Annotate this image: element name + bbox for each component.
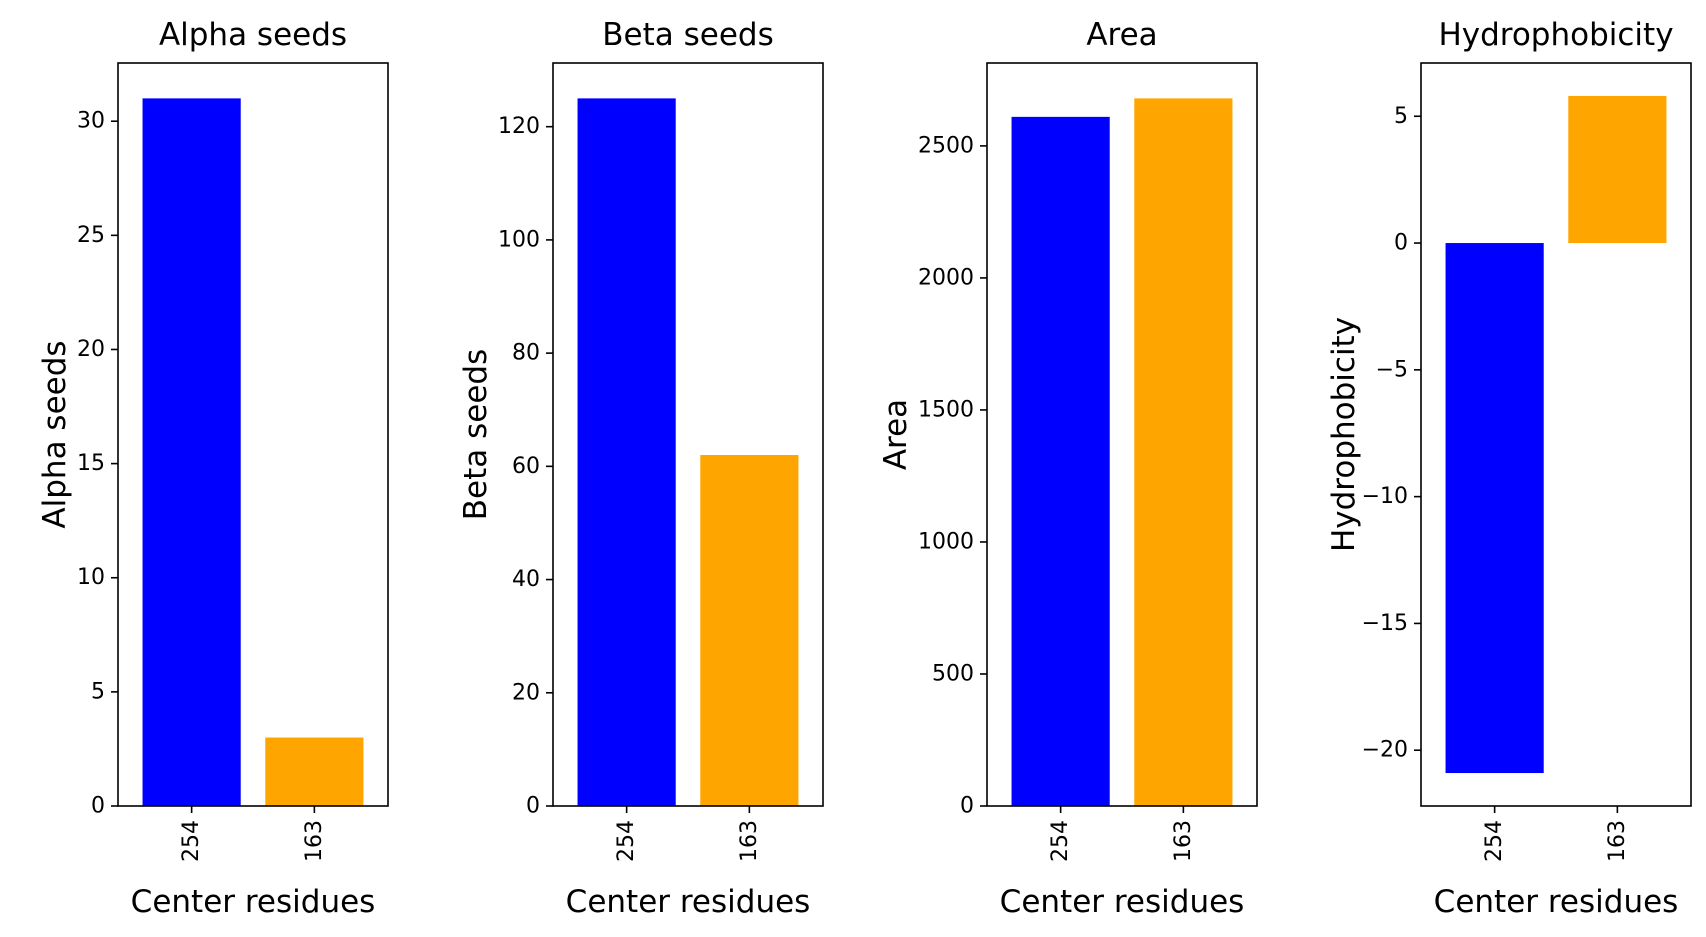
- chart-title: Alpha seeds: [159, 17, 347, 53]
- y-tick-label: 15: [77, 451, 105, 476]
- y-tick-label: −5: [1376, 357, 1408, 382]
- axes-frame: [117, 62, 389, 807]
- bar-254: [142, 98, 241, 806]
- y-tick-label: 1000: [918, 529, 974, 554]
- chart-title: Hydrophobicity: [1438, 17, 1673, 53]
- y-tick-label: 25: [77, 223, 105, 248]
- y-tick-label: −10: [1362, 484, 1408, 509]
- bar-254: [1011, 116, 1110, 807]
- y-tick-label: 100: [498, 227, 540, 252]
- subplot-3: 0 500 1000 1500 2000 2500 254 163 Area Center res…: [878, 17, 1258, 920]
- chart-title: Area: [1086, 17, 1157, 53]
- x-axis-label: Center residues: [566, 884, 811, 920]
- x-axis-label: Center residues: [1000, 884, 1245, 920]
- x-axis-label: Center residues: [131, 884, 376, 920]
- x-tick-label: 254: [179, 820, 204, 862]
- y-tick-label: 500: [932, 661, 974, 686]
- y-tick-label: 5: [91, 679, 105, 704]
- y-tick-label: 20: [77, 337, 105, 362]
- y-tick-label: 0: [960, 794, 974, 819]
- y-tick-label: 120: [498, 114, 540, 139]
- y-tick-label: 20: [512, 680, 540, 705]
- y-tick-label: 40: [512, 567, 540, 592]
- x-tick-label: 163: [1605, 820, 1630, 862]
- bar-254: [1445, 243, 1544, 774]
- y-tick-label: 80: [512, 341, 540, 366]
- x-tick-label: 163: [1171, 820, 1196, 862]
- x-tick-label: 254: [614, 820, 639, 862]
- y-tick-label: 30: [77, 109, 105, 134]
- y-tick-label: −20: [1362, 738, 1408, 763]
- bar-163: [265, 737, 364, 806]
- y-tick-label: 1500: [918, 397, 974, 422]
- bar-254: [577, 98, 676, 806]
- y-tick-label: −15: [1362, 611, 1408, 636]
- y-tick-label: 2000: [918, 265, 974, 290]
- y-tick-label: 0: [1394, 231, 1408, 256]
- bar-163: [1568, 95, 1667, 244]
- axes-frame: [552, 62, 824, 807]
- axes-frame: [986, 62, 1258, 807]
- y-tick-label: 60: [512, 454, 540, 479]
- y-tick-label: 0: [526, 794, 540, 819]
- bar-163: [1134, 98, 1233, 806]
- y-tick-label: 0: [91, 794, 105, 819]
- x-tick-label: 163: [302, 820, 327, 862]
- axes-frame: [1420, 62, 1692, 807]
- subplot-2: 0 20 40 60 80 100 120 254 163 Beta seeds Center re…: [458, 17, 824, 920]
- x-tick-label: 254: [1482, 820, 1507, 862]
- x-axis-label: Center residues: [1434, 884, 1679, 920]
- x-tick-label: 254: [1048, 820, 1073, 862]
- subplot-1: 0 5 10 15 20 25 30 254 163 Alpha seeds Center resi…: [37, 17, 389, 920]
- y-tick-label: 10: [77, 565, 105, 590]
- chart-title: Beta seeds: [602, 17, 773, 53]
- y-axis-label: Alpha seeds: [37, 340, 73, 528]
- y-tick-label: 2500: [918, 133, 974, 158]
- bar-163: [700, 455, 799, 806]
- subplot-4: −20 −15 −10 −5 0 5 254 163 Hydrophobicity Center …: [1326, 17, 1692, 920]
- y-tick-label: 5: [1394, 104, 1408, 129]
- x-tick-label: 163: [737, 820, 762, 862]
- y-axis-label: Beta seeds: [458, 349, 494, 520]
- y-axis-label: Area: [878, 399, 914, 470]
- y-axis-label: Hydrophobicity: [1326, 317, 1362, 552]
